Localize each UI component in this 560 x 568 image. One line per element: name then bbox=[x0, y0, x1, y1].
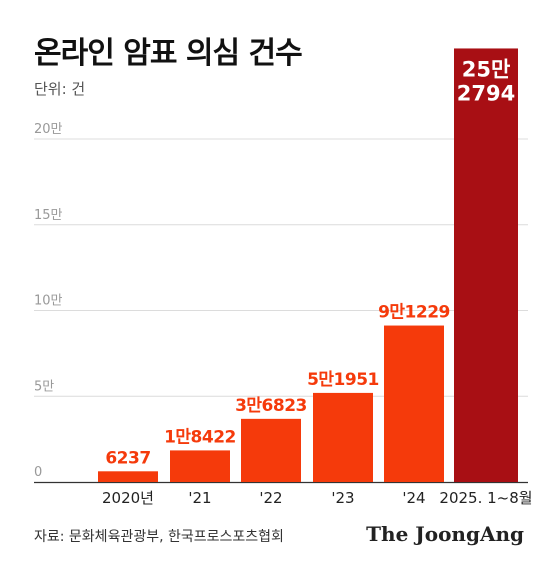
chart-title: 온라인 암표 의심 건수 bbox=[34, 36, 303, 71]
y-tick-label: 10만 bbox=[34, 294, 63, 309]
bar bbox=[454, 48, 518, 483]
bar bbox=[313, 392, 373, 482]
grid-lines: 0 5만 10만 15만 20만 bbox=[34, 122, 528, 484]
source-note: 자료: 문화체육관광부, 한국프로스포츠협회 bbox=[34, 529, 284, 545]
x-tick-label: '24 bbox=[402, 489, 425, 507]
bar bbox=[98, 471, 158, 482]
x-tick-label: 2025. 1~8월 bbox=[439, 489, 532, 507]
x-tick-label: '23 bbox=[331, 489, 354, 507]
data-label: 2794 bbox=[457, 81, 515, 105]
x-tick-label: 2020년 bbox=[102, 489, 154, 507]
data-label: 5만1951 bbox=[307, 370, 379, 390]
y-tick-label: 20만 bbox=[34, 122, 63, 137]
data-label: 3만6823 bbox=[235, 396, 307, 416]
bar bbox=[241, 418, 301, 482]
bars bbox=[98, 48, 518, 483]
y-tick-label: 15만 bbox=[34, 208, 63, 223]
data-label: 6237 bbox=[105, 448, 150, 468]
y-tick-label: 0 bbox=[34, 465, 42, 480]
bar bbox=[384, 325, 444, 482]
data-label: 1만8422 bbox=[164, 427, 236, 447]
x-tick-label: '21 bbox=[188, 489, 211, 507]
x-axis-ticks: 2020년 '21 '22 '23 '24 2025. 1~8월 bbox=[102, 489, 533, 507]
y-tick-label: 5만 bbox=[34, 379, 54, 394]
unit-label: 단위: 건 bbox=[34, 80, 86, 98]
x-tick-label: '22 bbox=[259, 489, 282, 507]
data-label: 9만1229 bbox=[378, 303, 450, 323]
brand-logo: The JoongAng bbox=[366, 522, 524, 546]
bar bbox=[170, 450, 230, 482]
data-label: 25만 bbox=[462, 57, 511, 81]
